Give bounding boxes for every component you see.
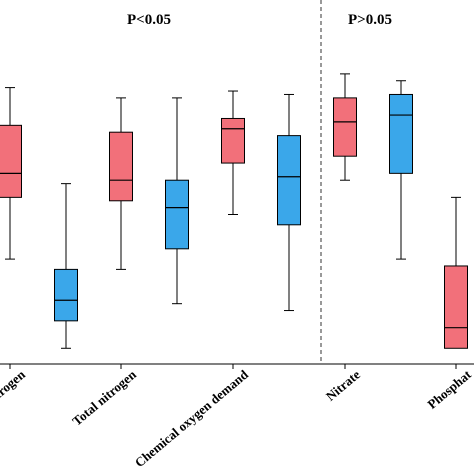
box-body — [444, 265, 468, 349]
x-tick-label: trogen — [0, 366, 29, 401]
box-red — [0, 87, 22, 260]
box-body — [109, 131, 133, 202]
box-body — [333, 97, 357, 157]
box-body — [389, 93, 413, 174]
box-red — [333, 73, 357, 181]
box-blue — [277, 93, 301, 312]
x-tick-label: Phosphat — [424, 366, 474, 411]
box-red — [221, 90, 245, 216]
box-red — [109, 97, 133, 270]
box-body — [221, 117, 245, 164]
box-blue — [54, 183, 78, 349]
box-blue — [389, 80, 413, 260]
significance-label: P>0.05 — [348, 12, 392, 28]
axes-layer — [0, 0, 474, 369]
x-tick-label: Nitrate — [323, 367, 363, 404]
significance-label: P<0.05 — [127, 12, 171, 28]
boxes-layer — [0, 73, 468, 349]
box-body — [0, 124, 22, 198]
box-body — [165, 179, 189, 250]
box-red — [444, 196, 468, 349]
box-blue — [165, 97, 189, 305]
box-body — [54, 268, 78, 322]
x-tick-label: Chemical oxygen demand — [132, 366, 252, 470]
box-body — [277, 135, 301, 226]
x-tick-label: Total nitrogen — [69, 366, 139, 428]
